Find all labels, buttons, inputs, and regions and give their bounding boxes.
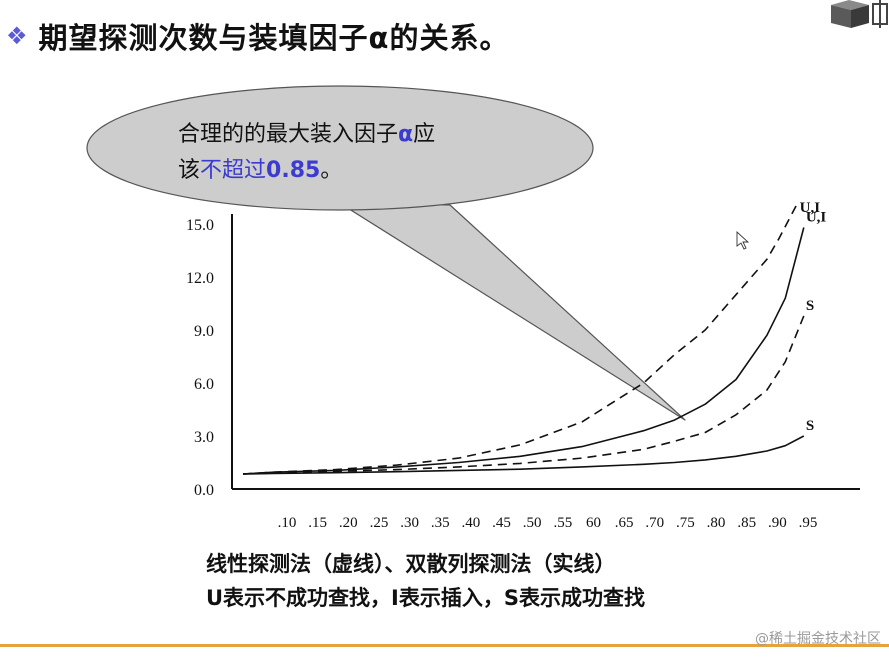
series-line-dashed-2	[242, 315, 805, 475]
series-label: S	[806, 298, 814, 314]
logo-icon	[831, 0, 888, 28]
callout-line-1: 合理的的最大装入因子α应	[178, 122, 435, 147]
y-tick-label: 6.0	[194, 376, 214, 393]
x-tick-label: .75	[676, 515, 695, 531]
x-tick-label: .50	[523, 515, 542, 531]
x-tick-label: .35	[431, 515, 450, 531]
x-tick-label: .30	[400, 515, 419, 531]
x-tick-label: .45	[492, 515, 511, 531]
x-tick-label: .10	[278, 515, 297, 531]
y-tick-label: 3.0	[194, 429, 214, 446]
x-tick-label: .55	[553, 515, 572, 531]
x-tick-label: .65	[615, 515, 634, 531]
callout-bubble: 合理的的最大装入因子α应 该不超过0.85。	[86, 85, 686, 421]
x-tick-label: .70	[645, 515, 664, 531]
series-label: S	[806, 418, 814, 434]
y-tick-label: 15.0	[186, 217, 214, 234]
series-line-solid-1	[242, 227, 805, 475]
y-tick-label: 9.0	[194, 323, 214, 340]
x-tick-label: .15	[308, 515, 327, 531]
y-tick-label: 12.0	[186, 270, 214, 287]
x-tick-label: .25	[370, 515, 389, 531]
title-text: 期望探测次数与装填因子α的关系。	[38, 21, 510, 55]
x-tick-label: .80	[707, 515, 726, 531]
series-line-dashed-0	[242, 202, 799, 475]
bottom-rule	[0, 644, 889, 647]
series-label: U,I	[806, 210, 827, 226]
caption-line-2: U表示不成功查找，I表示插入，S表示成功查找	[206, 586, 645, 610]
x-tick-label: .40	[462, 515, 481, 531]
chart-labels: 15.0 12.0 9.0 6.0 3.0 0.0 .10 .15 .20 .25 .30 .35 .4…	[186, 200, 826, 531]
caption-line-1: 线性探测法（虚线）、双散列探测法（实线）	[206, 552, 616, 576]
x-tick-label: .85	[737, 515, 756, 531]
slide-title: ❖ 期望探测次数与装填因子α的关系。	[6, 14, 509, 58]
diamond-bullet-icon: ❖	[6, 22, 29, 50]
x-tick-label: 60	[586, 515, 601, 531]
y-tick-label: 0.0	[194, 482, 214, 499]
chart-axes	[231, 214, 860, 490]
x-tick-label: .90	[768, 515, 787, 531]
x-tick-label: .95	[799, 515, 818, 531]
series-label: U,I	[800, 200, 821, 216]
series-line-solid-3	[242, 435, 805, 475]
chart-series	[242, 202, 805, 475]
x-tick-label: .20	[339, 515, 358, 531]
watermark: @稀土掘金技术社区	[755, 631, 881, 647]
mouse-cursor-icon	[736, 230, 750, 250]
callout-line-2: 该不超过0.85。	[178, 158, 342, 183]
